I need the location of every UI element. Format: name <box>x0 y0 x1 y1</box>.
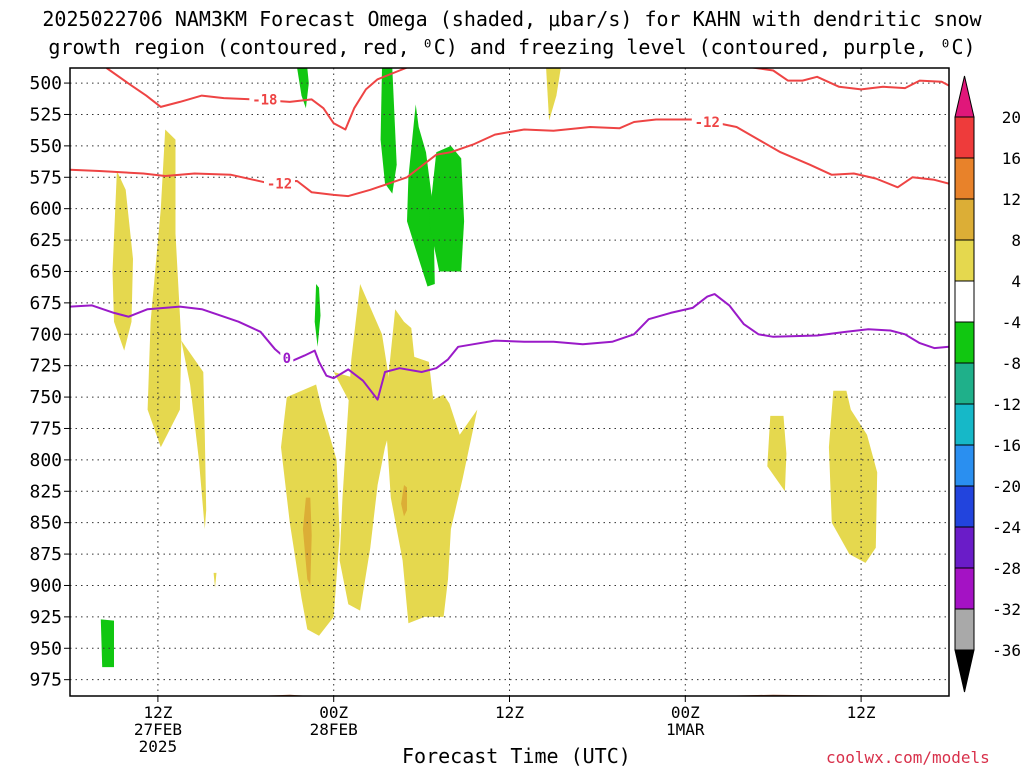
omega-region <box>100 619 114 668</box>
omega-region <box>213 572 217 588</box>
x-tick-label: 12Z <box>495 703 524 722</box>
y-tick-label: 650 <box>29 261 62 282</box>
y-tick-label: 675 <box>29 293 62 314</box>
y-tick-label: 725 <box>29 356 62 377</box>
omega-region <box>302 497 312 586</box>
omega-region <box>380 68 397 194</box>
omega-region <box>385 309 478 624</box>
y-tick-label: 750 <box>29 387 62 408</box>
colorbar-label: -8 <box>1002 354 1021 373</box>
contour-label-bg <box>691 114 723 130</box>
y-tick-label: 800 <box>29 450 62 471</box>
x-tick-label: 27FEB <box>134 720 182 739</box>
omega-region <box>546 68 561 121</box>
omega-region <box>828 390 878 563</box>
colorbar-label: -12 <box>992 395 1021 414</box>
colorbar-label: -28 <box>992 559 1021 578</box>
colorbar-swatch <box>954 157 975 200</box>
colorbar-label: -24 <box>992 518 1021 537</box>
y-tick-label: 850 <box>29 513 62 534</box>
colorbar-swatch <box>954 485 975 528</box>
y-tick-label: 575 <box>29 167 62 188</box>
x-tick-label: 12Z <box>847 703 876 722</box>
colorbar-label: 20 <box>1002 108 1021 127</box>
colorbar-label: 16 <box>1002 149 1021 168</box>
omega-region <box>401 485 407 517</box>
colorbar-swatch <box>954 444 975 487</box>
colorbar-label: 12 <box>1002 190 1021 209</box>
y-tick-label: 925 <box>29 607 62 628</box>
colorbar-swatch <box>954 280 975 323</box>
contour-line <box>106 68 949 131</box>
colorbar-top-arrow <box>954 75 975 118</box>
x-tick-label: 12Z <box>143 703 172 722</box>
contour-label: -18 <box>252 92 277 108</box>
credit-link[interactable]: coolwx.com/models <box>826 748 990 767</box>
y-tick-label: 775 <box>29 418 62 439</box>
omega-region <box>407 104 435 287</box>
omega-region <box>112 171 133 351</box>
contour-label-bg <box>263 175 295 191</box>
omega-region <box>181 340 207 529</box>
contour-label: 0 <box>283 351 291 367</box>
y-axis: 500 525 550 575 600 625 650 675 700 725 750 775 800 8… <box>29 73 70 691</box>
contour-line <box>406 118 949 189</box>
x-tick-label: 2025 <box>139 737 178 756</box>
colorbar-label: -32 <box>992 600 1021 619</box>
contour-line <box>70 293 949 401</box>
colorbar-swatch <box>954 198 975 241</box>
colorbar-swatch <box>954 403 975 446</box>
colorbar-swatch <box>954 116 975 159</box>
y-tick-label: 550 <box>29 136 62 157</box>
y-tick-label: 600 <box>29 199 62 220</box>
y-tick-label: 875 <box>29 544 62 565</box>
grid-layer <box>70 68 949 696</box>
contour-label: -12 <box>267 177 292 193</box>
colorbar: 20 16 12 8 4 -4 -8 -12 -16 -20 -24 -28 -32 -36 <box>954 75 1021 693</box>
y-tick-label: 700 <box>29 324 62 345</box>
colorbar-bottom-arrow <box>954 649 975 693</box>
contour-label: -12 <box>695 115 720 131</box>
x-axis-title: Forecast Time (UTC) <box>402 744 631 768</box>
y-tick-label: 975 <box>29 670 62 691</box>
contour-label-bg <box>280 350 294 366</box>
colorbar-label: -16 <box>992 436 1021 455</box>
contour-label-bg <box>249 91 281 107</box>
omega-region <box>767 415 787 492</box>
y-tick-label: 950 <box>29 638 62 659</box>
y-tick-label: 900 <box>29 575 62 596</box>
omega-region <box>147 129 182 448</box>
colorbar-label: -4 <box>1002 313 1021 332</box>
colorbar-swatch <box>954 526 975 569</box>
y-tick-label: 525 <box>29 104 62 125</box>
colorbar-label: -20 <box>992 477 1021 496</box>
x-tick-label: 1MAR <box>666 720 705 739</box>
x-tick-label: 00Z <box>671 703 700 722</box>
omega-region <box>297 68 309 109</box>
colorbar-label: 4 <box>1011 272 1021 291</box>
omega-region <box>314 284 321 347</box>
x-tick-label: 28FEB <box>310 720 358 739</box>
y-tick-label: 625 <box>29 230 62 251</box>
colorbar-swatch <box>954 608 975 651</box>
chart-title-line-2: growth region (contoured, red, ⁰C) and f… <box>48 35 976 59</box>
y-tick-label: 825 <box>29 481 62 502</box>
chart-title-line-1: 2025022706 NAM3KM Forecast Omega (shaded… <box>42 7 982 31</box>
colorbar-swatch <box>954 362 975 405</box>
colorbar-swatch <box>954 239 975 282</box>
colorbar-label: -36 <box>992 641 1021 660</box>
colorbar-swatch <box>954 567 975 610</box>
colorbar-label: 8 <box>1011 231 1021 250</box>
y-tick-label: 500 <box>29 73 62 94</box>
colorbar-swatch <box>954 321 975 364</box>
x-tick-label: 00Z <box>319 703 348 722</box>
contour-layer: -18 -12 -12 0 <box>70 68 949 401</box>
